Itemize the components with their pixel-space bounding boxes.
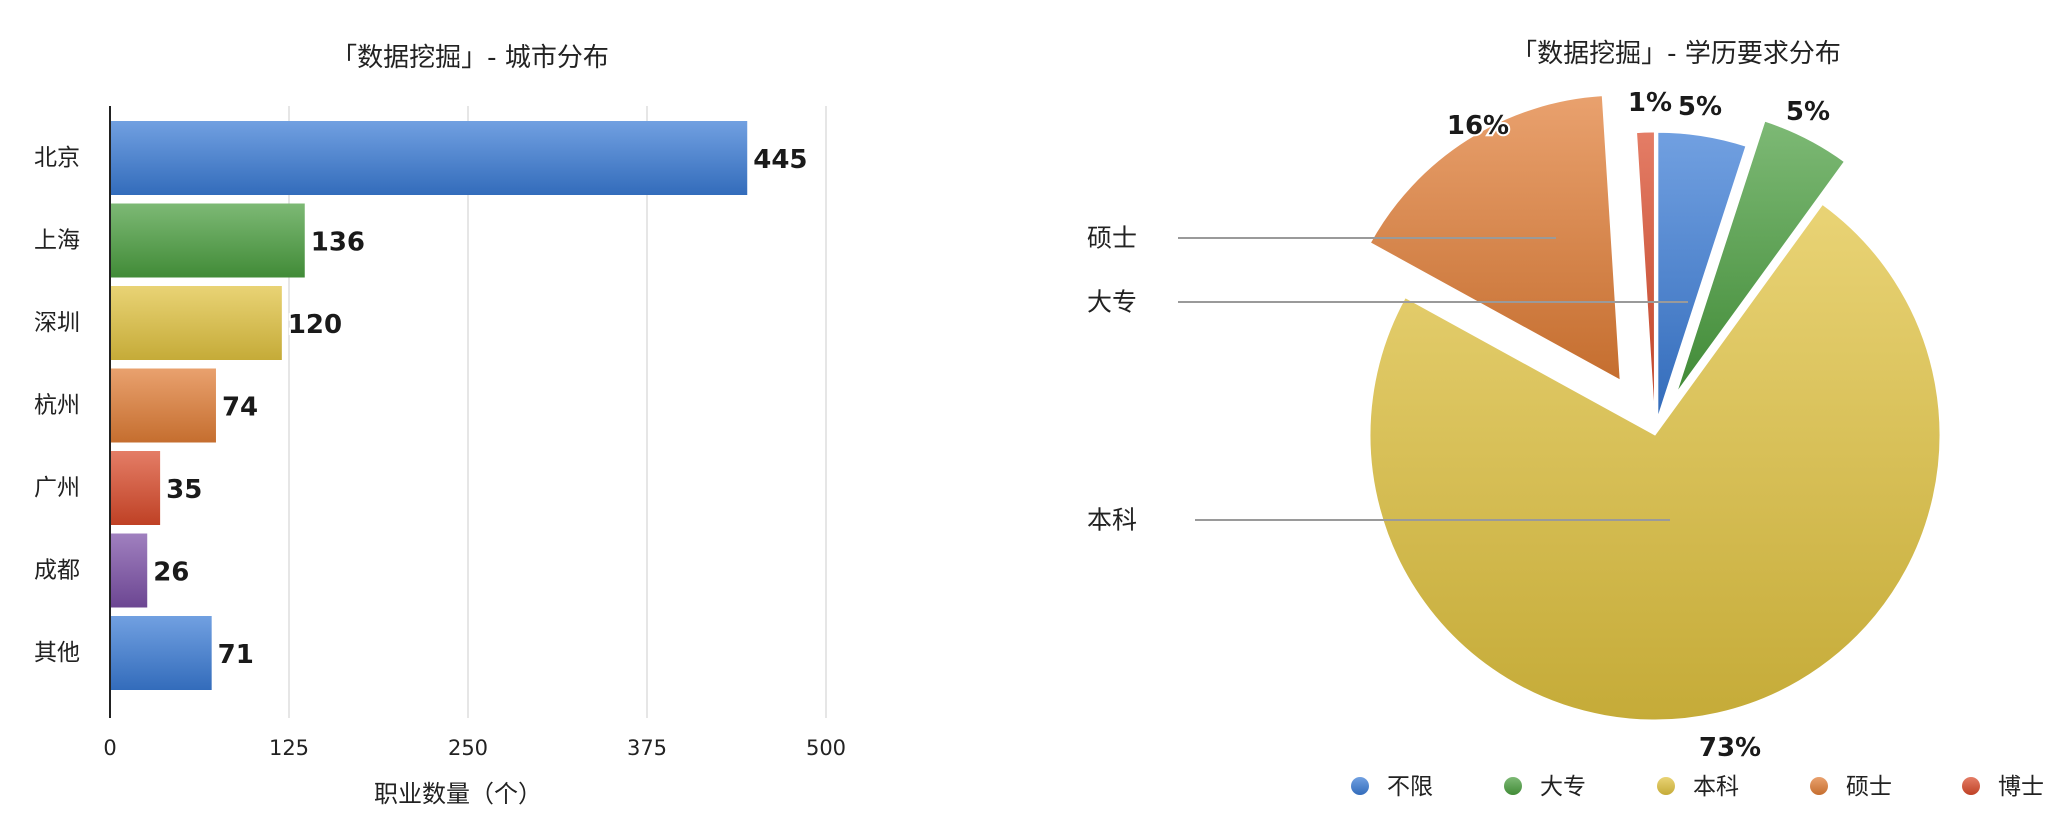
bar-7 bbox=[110, 616, 212, 690]
pie-slice-5 bbox=[1636, 131, 1655, 418]
pie-chart-percent-labels: 5% 5% 73% 16% 1% bbox=[1445, 86, 1832, 765]
bar-2 bbox=[110, 203, 305, 278]
pie-chart-title: 「数据挖掘」- 学历要求分布 bbox=[1511, 39, 1841, 69]
bar-category-label: 其他 bbox=[34, 640, 80, 666]
legend-swatch bbox=[1351, 777, 1369, 795]
bar-category-label: 北京 bbox=[34, 145, 80, 171]
bar-category-label: 上海 bbox=[34, 228, 80, 254]
bar-6 bbox=[110, 533, 148, 608]
bar-3 bbox=[110, 286, 282, 360]
pie-callout-label: 硕士 bbox=[1087, 224, 1137, 253]
bar-chart-gridlines bbox=[288, 106, 827, 718]
pie-percent-label: 16% bbox=[1447, 111, 1509, 141]
bar-chart-x-tick-label: 250 bbox=[448, 736, 488, 760]
bar-value-label: 71 bbox=[218, 640, 254, 670]
legend-label: 博士 bbox=[1998, 774, 2044, 800]
bar-category-label: 杭州 bbox=[34, 393, 80, 419]
bar-value-label: 35 bbox=[166, 475, 202, 505]
pie-percent-label: 1% bbox=[1628, 88, 1672, 118]
bar-chart-x-axis-label: 职业数量（个） bbox=[374, 780, 542, 808]
bar-category-label: 深圳 bbox=[34, 310, 80, 336]
legend-label: 本科 bbox=[1693, 774, 1739, 800]
bar-4 bbox=[110, 368, 216, 443]
pie-percent-label: 5% bbox=[1786, 97, 1830, 127]
pie-percent-label: 5% bbox=[1678, 92, 1722, 122]
pie-chart-legend: 不限 大专 本科 硕士 博士 bbox=[1351, 774, 2044, 800]
pie-chart-slices bbox=[1369, 95, 1941, 721]
bar-chart-x-tick-label: 500 bbox=[806, 736, 846, 760]
bar-category-label: 成都 bbox=[34, 558, 80, 584]
bar-value-label: 120 bbox=[288, 310, 342, 340]
bar-chart-x-tick-label: 0 bbox=[103, 736, 116, 760]
pie-callout-label: 大专 bbox=[1087, 288, 1137, 317]
bar-chart-value-labels: 445 136 120 74 35 26 71 bbox=[151, 143, 809, 672]
bar-chart-title: 「数据挖掘」- 城市分布 bbox=[331, 43, 609, 73]
bar-chart-bars bbox=[110, 121, 748, 690]
pie-percent-label: 73% bbox=[1699, 733, 1761, 763]
bar-value-label: 136 bbox=[311, 228, 365, 258]
bar-5 bbox=[110, 451, 161, 525]
bar-category-label: 广州 bbox=[34, 475, 80, 501]
pie-slice-2 bbox=[1676, 120, 1846, 393]
bar-value-label: 74 bbox=[222, 393, 258, 423]
bar-chart-x-tick-label: 375 bbox=[627, 736, 667, 760]
bar-value-label: 445 bbox=[753, 145, 807, 175]
legend-swatch bbox=[1504, 777, 1522, 795]
legend-label: 大专 bbox=[1540, 774, 1586, 800]
bar-value-label: 26 bbox=[153, 558, 189, 588]
bar-chart-x-tick-label: 125 bbox=[269, 736, 309, 760]
legend-swatch bbox=[1657, 777, 1675, 795]
legend-label: 不限 bbox=[1387, 774, 1433, 800]
pie-slice-1 bbox=[1657, 131, 1747, 418]
legend-label: 硕士 bbox=[1846, 774, 1892, 800]
pie-slice-3 bbox=[1369, 203, 1941, 721]
bar-chart-x-ticks: 0 125 250 375 500 bbox=[103, 736, 846, 760]
legend-swatch bbox=[1810, 777, 1828, 795]
legend-swatch bbox=[1962, 777, 1980, 795]
pie-callout-label: 本科 bbox=[1087, 506, 1137, 535]
pie-chart-education-distribution: 「数据挖掘」- 学历要求分布 本科大专硕士 5% 5%73%16%1% 不限 大专本… bbox=[1087, 39, 2044, 800]
bar-1 bbox=[110, 121, 748, 195]
